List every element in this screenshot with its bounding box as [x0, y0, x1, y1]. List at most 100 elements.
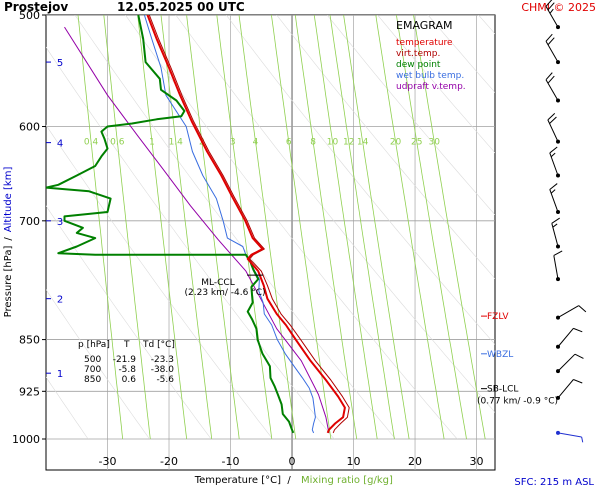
wind-barb-staff	[549, 152, 559, 176]
wind-barb-base	[556, 139, 560, 144]
mixing-ratio-line	[77, 15, 124, 440]
table-cell: 700	[84, 365, 101, 375]
mixing-ratio-line	[329, 15, 395, 440]
y-axis-title: Pressure [hPa]/Altitude [km]	[3, 167, 14, 318]
dry-adiabat	[46, 46, 335, 440]
wind-barb-half-flag	[550, 189, 556, 194]
credit-text: CHMI © 2025	[521, 1, 596, 14]
altitude-tick-label: 1	[57, 369, 63, 380]
wind-barbs	[545, 0, 587, 443]
wind-barb	[551, 217, 560, 249]
wind-barb-flag	[549, 116, 557, 124]
mixing-ratio-label: 10	[327, 138, 339, 148]
table-cell: -5.6	[156, 375, 174, 385]
wind-barb-base	[556, 98, 560, 103]
wbzl-label: WBZL	[487, 350, 513, 360]
mixing-ratio-label: 0.4	[84, 138, 99, 148]
wind-barb	[553, 250, 563, 282]
wind-barb-flag	[547, 75, 555, 84]
x-axis-title: Temperature [°C] / Mixing ratio [g/kg]	[194, 475, 393, 486]
grid-layer	[46, 15, 600, 470]
wind-barb-flag	[549, 146, 558, 154]
wind-barb-base	[556, 277, 560, 282]
wind-barb	[547, 112, 560, 144]
legend-dew-point: dew point	[396, 60, 441, 70]
plot-area	[45, 14, 496, 471]
x-axis-label: Temperature [°C]	[194, 475, 281, 486]
legend-temperature: temperature	[396, 38, 453, 48]
wind-barb-base	[556, 430, 560, 435]
table-cell: -23.3	[151, 355, 174, 365]
dry-adiabat	[74, 15, 396, 440]
mixing-ratio-label: 12	[343, 138, 354, 148]
wind-barb-staff	[557, 353, 576, 372]
altitude-tick-label: 2	[57, 295, 63, 306]
wind-barb-flag	[549, 183, 558, 190]
dry-adiabat	[46, 376, 89, 440]
pressure-tick-label: 925	[19, 385, 40, 398]
table-cell: 850	[84, 375, 101, 385]
altitude-tick-label: 4	[57, 139, 63, 150]
wind-barb	[545, 33, 560, 65]
wind-barb-flag	[551, 217, 560, 224]
wind-barb-flag	[547, 37, 555, 46]
dry-adiabat	[478, 15, 495, 35]
surface-elevation: SFC: 215 m ASL	[514, 477, 594, 488]
dew-point-line	[46, 15, 295, 434]
wind-barb-base	[556, 369, 560, 374]
dry-adiabat	[579, 15, 600, 439]
wind-barb	[556, 379, 583, 400]
x-tick-label: 30	[470, 455, 484, 468]
legend: EMAGRAM temperature virt.temp. dew point…	[396, 19, 466, 92]
wind-barb-base	[556, 395, 560, 400]
wet-bulb-line	[143, 15, 316, 434]
wind-barb-base	[556, 315, 560, 320]
mixing-ratio-line	[160, 15, 213, 440]
pressure-tick-label: 1000	[12, 433, 40, 446]
wind-barb-half-flag	[552, 223, 558, 228]
dry-adiabat	[175, 15, 495, 413]
mixing-ratio-label: 0.6	[110, 138, 125, 148]
dry-adiabat	[46, 289, 150, 440]
dry-adiabat	[46, 205, 212, 440]
mlccl-sublabel: (2.23 km/ -4.6 °C)	[185, 288, 266, 298]
mlccl-label: ML-CCL	[201, 278, 234, 288]
wind-barb	[556, 305, 587, 320]
virtual-temp-line	[148, 15, 350, 434]
mixing-ratio-line	[343, 15, 410, 440]
wind-barb	[549, 146, 560, 178]
mixing-ratio-line	[375, 15, 445, 440]
mixing-ratio-line	[313, 15, 378, 440]
wind-barb-flag	[573, 379, 583, 384]
legend-updraft: udpraft v.temp.	[396, 82, 466, 92]
dry-adiabat	[377, 15, 495, 154]
wind-barb	[549, 183, 560, 215]
x-tick-label: -30	[99, 455, 117, 468]
mixing-ratio-line	[216, 15, 273, 440]
wind-barb-half-flag	[549, 8, 554, 14]
wind-barb-base	[556, 244, 560, 249]
x-tick-label: 0	[289, 455, 296, 468]
wind-barb	[545, 0, 560, 30]
pressure-tick-label: 700	[19, 215, 40, 228]
mixing-ratio-label: 8	[310, 138, 316, 148]
wind-barb-flag	[573, 327, 583, 333]
table-cell: -38.0	[151, 365, 175, 375]
table-cell: 500	[84, 355, 101, 365]
series-layer	[46, 15, 350, 434]
wind-barb-base	[556, 25, 560, 30]
wind-barb	[556, 327, 583, 349]
mixing-ratio-line	[413, 15, 486, 440]
dry-adiabat	[125, 15, 458, 440]
x-tick-label: -10	[222, 455, 240, 468]
wind-barb	[556, 353, 584, 374]
mixing-ratio-line	[238, 15, 297, 440]
mixing-ratio-line	[396, 15, 467, 440]
mixing-ratio-line	[271, 15, 332, 440]
wind-barb-base	[556, 344, 560, 349]
x-axis-label-2: Mixing ratio [g/kg]	[301, 475, 393, 486]
pressure-tick-label: 500	[19, 9, 40, 22]
wind-barb-half-flag	[581, 436, 584, 443]
x-axis-separator: /	[287, 475, 291, 486]
